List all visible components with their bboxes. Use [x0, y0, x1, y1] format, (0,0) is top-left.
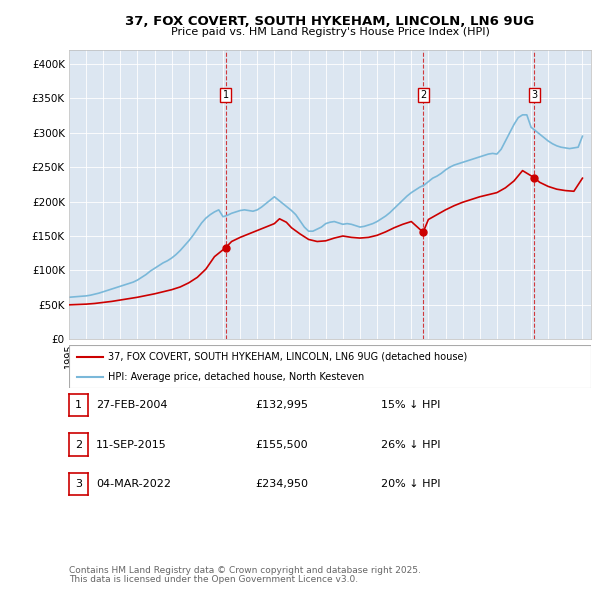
Text: 27-FEB-2004: 27-FEB-2004: [96, 400, 167, 410]
Text: Contains HM Land Registry data © Crown copyright and database right 2025.: Contains HM Land Registry data © Crown c…: [69, 566, 421, 575]
Text: £234,950: £234,950: [255, 479, 308, 489]
Text: Price paid vs. HM Land Registry's House Price Index (HPI): Price paid vs. HM Land Registry's House …: [170, 27, 490, 37]
Text: £155,500: £155,500: [255, 440, 308, 450]
Text: 1: 1: [223, 90, 229, 100]
Text: 3: 3: [75, 479, 82, 489]
Text: HPI: Average price, detached house, North Kesteven: HPI: Average price, detached house, Nort…: [108, 372, 364, 382]
Text: 11-SEP-2015: 11-SEP-2015: [96, 440, 167, 450]
Text: 2: 2: [420, 90, 426, 100]
Text: 37, FOX COVERT, SOUTH HYKEHAM, LINCOLN, LN6 9UG: 37, FOX COVERT, SOUTH HYKEHAM, LINCOLN, …: [125, 15, 535, 28]
Text: 26% ↓ HPI: 26% ↓ HPI: [381, 440, 440, 450]
Text: 15% ↓ HPI: 15% ↓ HPI: [381, 400, 440, 410]
Text: 2: 2: [75, 440, 82, 450]
FancyBboxPatch shape: [69, 345, 591, 388]
Text: 3: 3: [531, 90, 537, 100]
Text: £132,995: £132,995: [255, 400, 308, 410]
Text: 37, FOX COVERT, SOUTH HYKEHAM, LINCOLN, LN6 9UG (detached house): 37, FOX COVERT, SOUTH HYKEHAM, LINCOLN, …: [108, 352, 467, 362]
Text: 20% ↓ HPI: 20% ↓ HPI: [381, 479, 440, 489]
Text: 04-MAR-2022: 04-MAR-2022: [96, 479, 171, 489]
Text: 1: 1: [75, 400, 82, 410]
Text: This data is licensed under the Open Government Licence v3.0.: This data is licensed under the Open Gov…: [69, 575, 358, 584]
